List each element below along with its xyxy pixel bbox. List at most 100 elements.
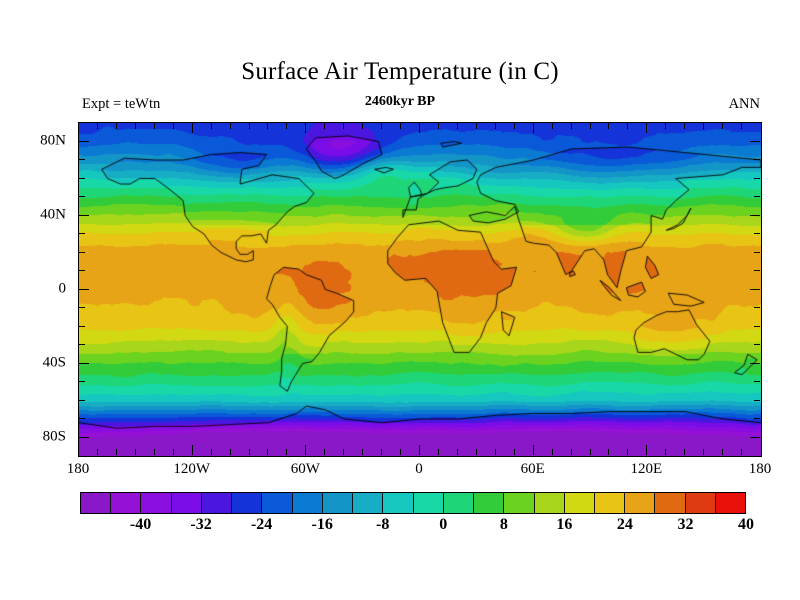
colorbar-band <box>81 493 112 513</box>
axis-tick <box>457 449 458 455</box>
axis-tick <box>722 123 723 129</box>
axis-tick <box>754 159 760 160</box>
axis-tick <box>116 449 117 455</box>
map-plot-area <box>78 122 762 457</box>
axis-tick <box>324 123 325 129</box>
axis-tick <box>249 449 250 455</box>
x-axis-label: 60W <box>290 461 320 477</box>
axis-tick <box>703 123 704 129</box>
colorbar-band <box>474 493 505 513</box>
axis-tick <box>324 449 325 455</box>
axis-tick <box>750 363 760 364</box>
axis-tick <box>627 449 628 455</box>
axis-tick <box>590 449 591 455</box>
axis-tick <box>571 449 572 455</box>
axis-tick <box>419 445 420 455</box>
axis-tick <box>754 270 760 271</box>
axis-tick <box>79 400 85 401</box>
axis-tick <box>305 445 306 455</box>
axis-tick <box>249 123 250 129</box>
colorbar-band <box>413 493 444 513</box>
axis-tick <box>703 449 704 455</box>
axis-tick <box>552 449 553 455</box>
subtitle: 2460kyr BP <box>364 94 436 109</box>
colorbar-band <box>292 493 323 513</box>
axis-tick <box>79 418 85 419</box>
axis-tick <box>192 445 193 455</box>
axis-tick <box>438 123 439 129</box>
axis-tick <box>646 445 647 455</box>
axis-tick <box>79 159 85 160</box>
axis-tick <box>79 252 85 253</box>
axis-tick <box>400 123 401 129</box>
colorbar-band <box>111 493 142 513</box>
colorbar-band <box>715 493 746 513</box>
axis-tick <box>400 449 401 455</box>
axis-tick <box>750 141 760 142</box>
axis-tick <box>135 123 136 129</box>
axis-tick <box>79 141 89 142</box>
colorbar-tick-label: -32 <box>190 516 212 533</box>
axis-tick <box>211 123 212 129</box>
axis-tick <box>476 449 477 455</box>
axis-tick <box>286 123 287 129</box>
axis-tick <box>684 123 685 129</box>
axis-tick <box>173 123 174 129</box>
colorbar-band <box>141 493 172 513</box>
colorbar-tick-label: -40 <box>129 516 152 533</box>
axis-tick <box>381 449 382 455</box>
colorbar-tick-label: 24 <box>616 516 633 533</box>
colorbar-tick-labels: -40 -32 -24 -16 -8 0 8 16 24 32 40 <box>0 516 800 540</box>
axis-tick <box>741 449 742 455</box>
axis-tick <box>192 123 193 133</box>
axis-tick <box>79 233 85 234</box>
axis-tick <box>533 445 534 455</box>
y-axis-label: 40S <box>42 354 66 370</box>
axis-tick <box>754 178 760 179</box>
colorbar-tick-label: -24 <box>250 516 273 533</box>
axis-tick <box>495 449 496 455</box>
axis-tick <box>79 344 85 345</box>
colorbar-tick-label: 32 <box>677 516 694 533</box>
axis-tick <box>754 307 760 308</box>
y-axis-label: 40N <box>40 206 66 222</box>
axis-tick <box>608 123 609 129</box>
axis-tick <box>79 178 85 179</box>
colorbar-tick-label: 16 <box>556 516 573 533</box>
x-axis-label: 120W <box>173 461 210 477</box>
axis-tick <box>79 326 85 327</box>
axis-tick <box>419 123 420 133</box>
axis-tick <box>286 449 287 455</box>
colorbar-band <box>504 493 535 513</box>
axis-tick <box>754 196 760 197</box>
colorbar-band <box>201 493 233 513</box>
axis-tick <box>754 252 760 253</box>
axis-tick <box>267 123 268 129</box>
axis-tick <box>79 215 89 216</box>
axis-tick <box>514 123 515 129</box>
colorbar-band <box>655 493 686 513</box>
axis-tick <box>754 381 760 382</box>
x-axis-label: 180 <box>66 461 90 477</box>
colorbar-tick-label: 8 <box>499 516 508 533</box>
axis-tick <box>79 196 85 197</box>
axis-tick <box>79 270 85 271</box>
colorbar-band <box>685 493 716 513</box>
axis-tick <box>438 449 439 455</box>
axis-tick <box>173 449 174 455</box>
temperature-field-canvas <box>79 123 761 456</box>
y-axis-label: 80S <box>42 428 66 444</box>
axis-tick <box>116 123 117 129</box>
axis-tick <box>154 123 155 129</box>
axis-tick <box>754 326 760 327</box>
axis-tick <box>684 449 685 455</box>
colorbar-tick-label: 0 <box>439 516 448 533</box>
colorbar-band <box>171 493 202 513</box>
colorbar-band <box>443 493 475 513</box>
x-axis-label: 180 <box>748 461 772 477</box>
axis-tick <box>754 233 760 234</box>
colorbar-band <box>534 493 565 513</box>
x-axis-label: 60E <box>520 461 545 477</box>
axis-tick <box>533 123 534 133</box>
